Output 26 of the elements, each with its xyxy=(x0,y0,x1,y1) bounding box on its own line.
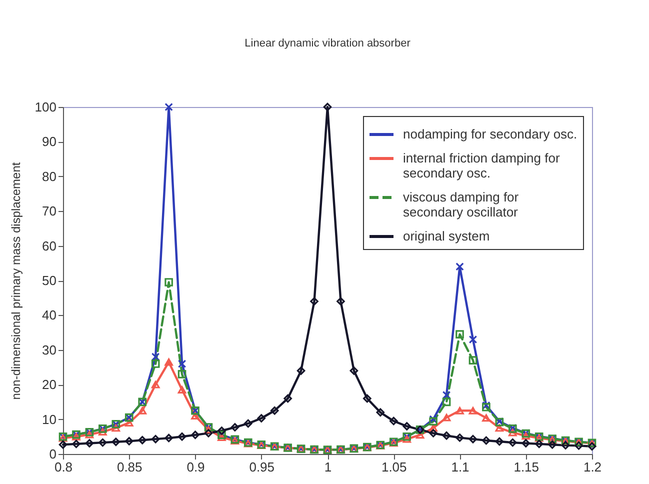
x-tick-label: 0.95 xyxy=(249,460,275,474)
legend-label: nodamping for secondary osc. xyxy=(403,126,578,142)
y-tick-label: 60 xyxy=(42,238,56,254)
legend-label: internal friction damping for secondary osc. xyxy=(403,150,560,180)
y-tick-label: 90 xyxy=(42,134,56,150)
y-tick-label: 70 xyxy=(42,204,56,219)
y-tick-label: 80 xyxy=(42,168,56,184)
y-tick-label: 30 xyxy=(42,342,56,358)
x-tick-label: 1 xyxy=(324,460,332,474)
y-tick-label: 100 xyxy=(34,100,56,114)
x-tick-label: 0.85 xyxy=(116,460,142,474)
x-tick-label: 1.05 xyxy=(381,460,407,474)
x-tick-label: 1.2 xyxy=(583,460,602,474)
x-tick-label: 0.9 xyxy=(186,460,205,474)
x-tick-label: 1.15 xyxy=(514,460,540,474)
x-tick-label: 1.1 xyxy=(451,460,470,474)
legend-label: viscous damping for secondary oscillator xyxy=(403,190,520,220)
y-tick-label: 20 xyxy=(42,377,56,392)
y-tick-label: 0 xyxy=(49,446,56,462)
y-tick-label: 40 xyxy=(42,308,56,323)
legend-label: original system xyxy=(403,228,490,244)
y-axis-title: non-dimensional primary mass displacement xyxy=(8,162,23,400)
y-tick-label: 10 xyxy=(42,412,56,427)
y-tick-label: 50 xyxy=(42,273,56,288)
x-tick-label: 0.8 xyxy=(54,460,73,474)
chart-title: Linear dynamic vibration absorber xyxy=(244,37,411,50)
